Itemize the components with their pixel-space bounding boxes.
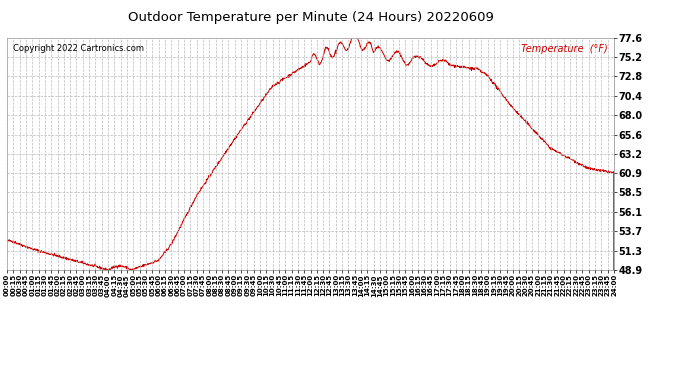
Text: Copyright 2022 Cartronics.com: Copyright 2022 Cartronics.com: [13, 45, 144, 54]
Text: Temperature  (°F): Temperature (°F): [521, 45, 608, 54]
Text: Outdoor Temperature per Minute (24 Hours) 20220609: Outdoor Temperature per Minute (24 Hours…: [128, 11, 493, 24]
